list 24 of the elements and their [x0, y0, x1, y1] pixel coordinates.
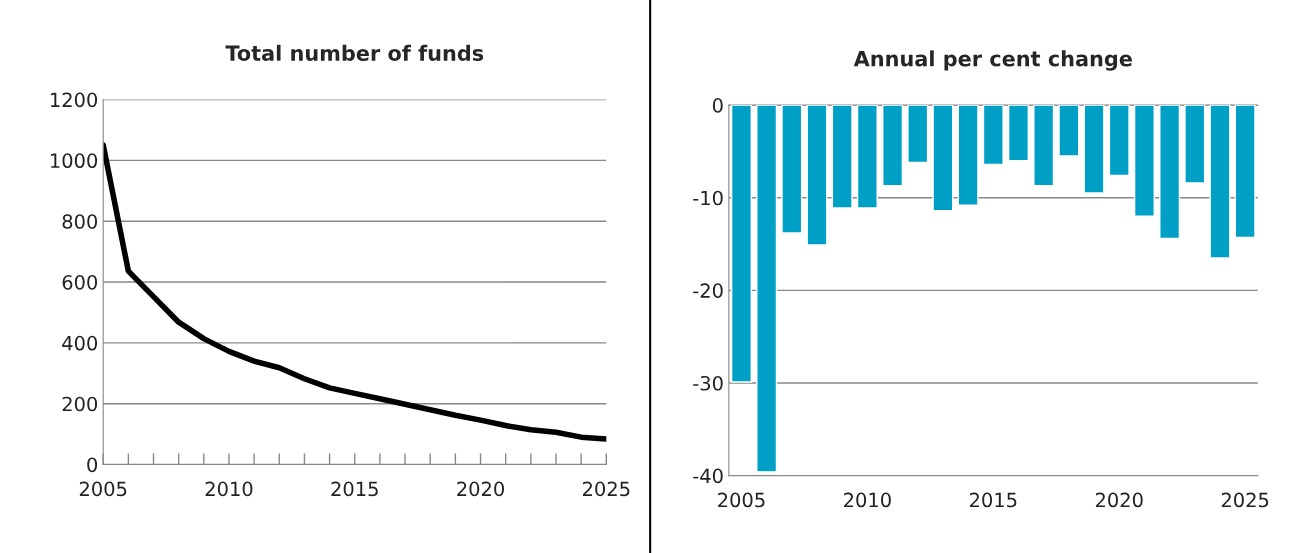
x-tick-label: 2015 [969, 492, 1017, 508]
x-tick-label: 2025 [1221, 492, 1269, 508]
y-tick-label: -30 [693, 375, 723, 391]
x-tick-label: 2005 [718, 492, 765, 508]
x-tick-label: 2005 [79, 481, 127, 497]
x-tick-label: 2020 [457, 481, 504, 497]
x-tick-label: 2010 [844, 492, 891, 508]
chart-title: Annual per cent change [853, 50, 1132, 71]
y-tick-label: 0 [712, 98, 723, 113]
chart-title: Total number of funds [225, 44, 484, 61]
x-tick-label: 2010 [205, 481, 253, 497]
x-tick-label: 2015 [331, 481, 378, 497]
y-tick-label: 800 [62, 214, 98, 229]
y-tick-label: 400 [62, 335, 98, 351]
y-tick-label: 600 [62, 274, 98, 290]
y-tick-label: 1200 [50, 92, 98, 108]
x-tick-label: 2020 [1095, 492, 1143, 508]
y-tick-label: 200 [62, 396, 98, 412]
y-tick-label: 1000 [50, 153, 98, 169]
x-tick-label: 2025 [582, 481, 630, 497]
y-tick-label: -10 [693, 190, 723, 206]
y-tick-label: 0 [87, 457, 98, 473]
y-tick-label: -40 [693, 468, 723, 484]
y-tick-label: -20 [693, 283, 723, 298]
